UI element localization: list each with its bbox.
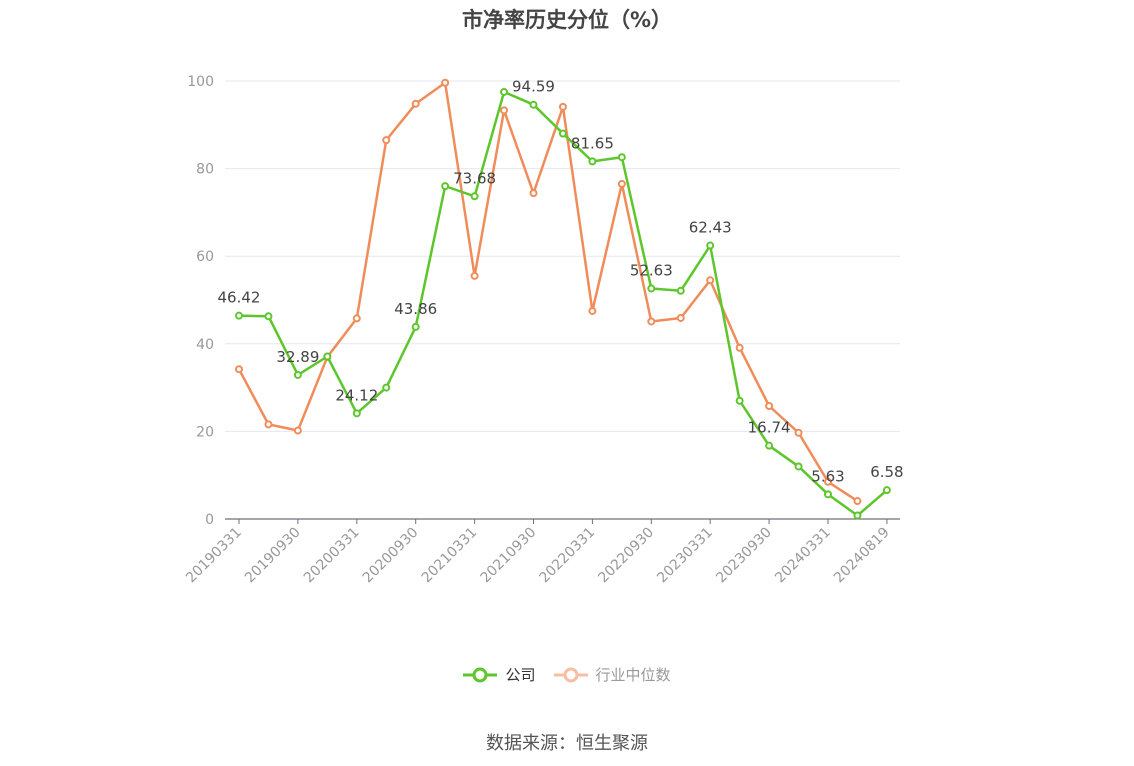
data-label: 24.12 bbox=[335, 386, 378, 404]
data-point-company bbox=[824, 490, 832, 499]
data-label: 94.59 bbox=[512, 78, 555, 96]
data-point-company bbox=[706, 241, 715, 250]
data-point-company bbox=[676, 286, 685, 295]
y-tick-label: 60 bbox=[196, 249, 214, 265]
data-point-company bbox=[470, 192, 479, 201]
chart-title: 市净率历史分位（%） bbox=[461, 8, 673, 32]
legend-industry-label: 行业中位数 bbox=[595, 666, 671, 684]
legend-industry-icon bbox=[553, 667, 588, 682]
series-line-industry bbox=[237, 81, 859, 503]
x-tick-label: 20190930 bbox=[242, 525, 304, 587]
y-tick-label: 40 bbox=[196, 337, 214, 353]
x-tick-label: 20210930 bbox=[478, 525, 540, 587]
data-point-company bbox=[735, 396, 744, 405]
data-point-company bbox=[293, 370, 302, 379]
data-point-industry bbox=[706, 276, 715, 285]
data-point-industry bbox=[470, 271, 479, 280]
x-tick-label: 20230331 bbox=[654, 525, 716, 587]
data-point-industry bbox=[264, 420, 273, 429]
y-tick-label: 80 bbox=[196, 162, 214, 178]
series-lines bbox=[235, 78, 891, 520]
data-point-company bbox=[647, 284, 656, 293]
x-tick-label: 20200930 bbox=[360, 525, 422, 587]
data-point-industry bbox=[441, 78, 450, 87]
data-point-company bbox=[352, 409, 361, 418]
x-tick-label: 20240331 bbox=[772, 525, 834, 587]
data-point-industry bbox=[235, 365, 243, 374]
data-point-company bbox=[441, 182, 450, 191]
data-point-industry bbox=[411, 99, 420, 108]
data-point-industry bbox=[617, 179, 626, 188]
data-point-industry bbox=[293, 426, 302, 435]
data-point-company bbox=[765, 441, 774, 450]
x-tick-label: 20230930 bbox=[713, 525, 775, 587]
data-point-company bbox=[558, 129, 567, 138]
data-label: 73.68 bbox=[453, 169, 496, 187]
axes: 0 20 40 60 80 100 2019033120190930202003312020… bbox=[183, 74, 900, 586]
y-tick-label: 100 bbox=[187, 74, 214, 90]
series-line-company bbox=[238, 90, 888, 517]
data-point-industry bbox=[824, 477, 832, 486]
data-point-company bbox=[264, 312, 273, 321]
data-point-industry bbox=[529, 189, 538, 198]
data-point-company bbox=[529, 100, 538, 109]
data-point-company bbox=[382, 383, 391, 392]
data-point-industry bbox=[382, 136, 391, 145]
data-point-company bbox=[500, 87, 509, 96]
data-point-company bbox=[882, 486, 891, 495]
x-tick-label: 20190331 bbox=[183, 525, 245, 587]
x-tick-label: 20240819 bbox=[831, 525, 893, 587]
data-point-company bbox=[411, 322, 420, 331]
x-tick-label: 20200331 bbox=[301, 525, 363, 587]
x-tick-label: 20210331 bbox=[419, 525, 481, 587]
data-source-note: 数据来源：恒生聚源 bbox=[486, 733, 648, 754]
data-label: 62.43 bbox=[689, 219, 732, 237]
data-label: 6.58 bbox=[870, 463, 903, 481]
data-point-industry bbox=[676, 313, 685, 322]
legend-item-company[interactable]: 公司 bbox=[463, 664, 536, 685]
data-label: 43.86 bbox=[394, 300, 437, 318]
data-label: 46.42 bbox=[218, 289, 261, 307]
legend-company-icon bbox=[463, 667, 498, 682]
data-point-company bbox=[235, 311, 243, 320]
data-point-industry bbox=[588, 306, 597, 315]
data-point-industry bbox=[735, 343, 744, 352]
x-tick-label: 20220331 bbox=[537, 525, 599, 587]
data-label: 81.65 bbox=[571, 134, 614, 152]
data-point-industry bbox=[558, 102, 567, 111]
legend-item-industry[interactable]: 行业中位数 bbox=[553, 664, 671, 685]
data-point-company bbox=[853, 511, 862, 520]
data-labels: 46.42 32.89 24.12 43.86 73.68 94.59 81.65 52.63… bbox=[218, 78, 904, 486]
data-point-industry bbox=[352, 314, 361, 323]
data-point-company bbox=[794, 462, 803, 471]
data-point-industry bbox=[500, 106, 509, 115]
y-tick-label: 0 bbox=[205, 512, 214, 528]
data-point-industry bbox=[765, 401, 774, 410]
data-point-company bbox=[617, 153, 626, 162]
data-point-industry bbox=[853, 497, 862, 506]
data-label: 52.63 bbox=[630, 261, 673, 279]
data-point-company bbox=[323, 352, 332, 361]
y-tick-label: 20 bbox=[196, 424, 214, 440]
data-point-industry bbox=[647, 317, 656, 326]
data-point-company bbox=[588, 157, 597, 166]
x-tick-label: 20220930 bbox=[595, 525, 657, 587]
data-point-industry bbox=[794, 428, 803, 437]
legend: 公司 行业中位数 bbox=[0, 664, 1134, 685]
legend-company-label: 公司 bbox=[505, 666, 536, 684]
data-label: 5.63 bbox=[811, 467, 844, 485]
data-label: 32.89 bbox=[276, 348, 319, 366]
data-label: 16.74 bbox=[748, 419, 791, 437]
